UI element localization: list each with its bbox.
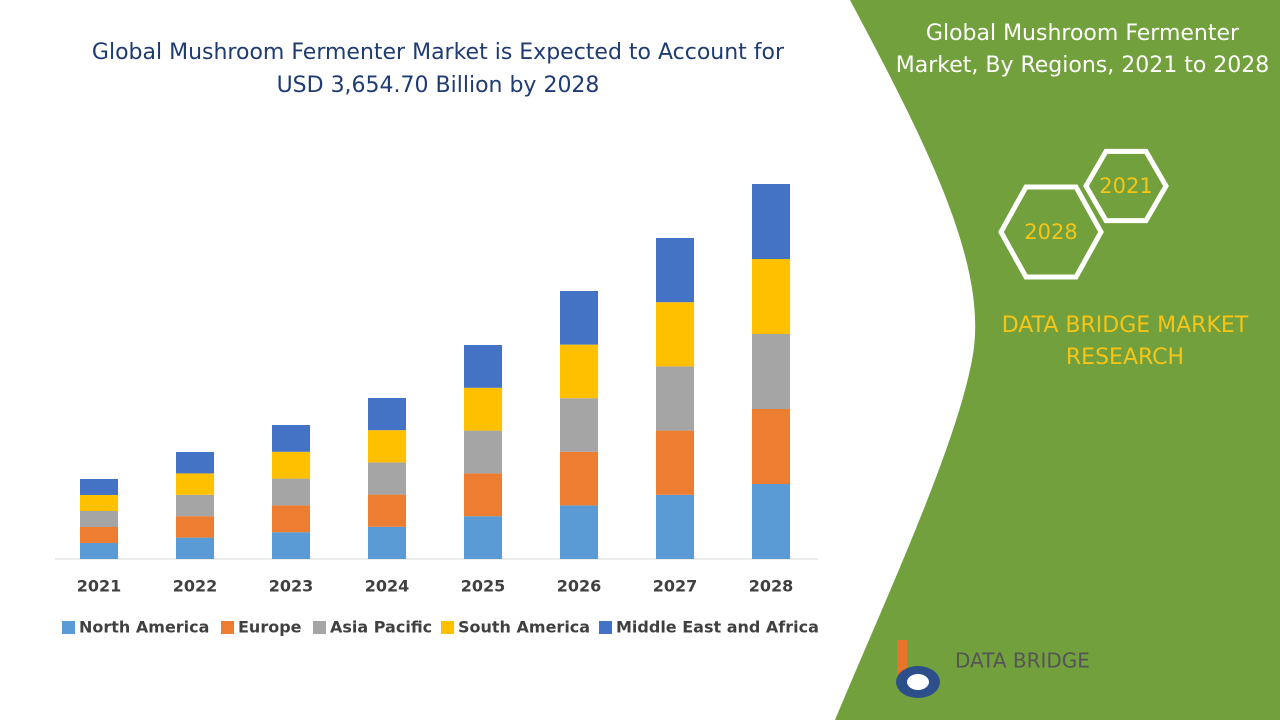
bar-segment bbox=[368, 526, 406, 559]
bar-segment bbox=[176, 516, 214, 538]
legend-label: South America bbox=[458, 618, 590, 637]
x-tick-label: 2022 bbox=[173, 577, 218, 596]
bar-segment bbox=[656, 430, 694, 495]
bar-segment bbox=[464, 473, 502, 517]
side-panel bbox=[835, 0, 1280, 720]
bar-segment bbox=[560, 505, 598, 559]
x-tick-label: 2023 bbox=[269, 577, 314, 596]
hexagon bbox=[1083, 148, 1169, 224]
legend-swatch bbox=[62, 621, 75, 634]
legend-label: Europe bbox=[238, 618, 302, 637]
bar-segment bbox=[656, 366, 694, 431]
bar-segment bbox=[368, 462, 406, 495]
x-tick-label: 2024 bbox=[365, 577, 410, 596]
x-tick-label: 2026 bbox=[557, 577, 602, 596]
bar-segment bbox=[752, 484, 790, 559]
bar-segment bbox=[272, 451, 310, 479]
logo-icon bbox=[896, 640, 940, 698]
bar-segment bbox=[368, 494, 406, 527]
bar-segment bbox=[176, 452, 214, 474]
panel-title: Global Mushroom Fermenter Market, By Reg… bbox=[895, 21, 1270, 78]
bar-segment bbox=[560, 344, 598, 399]
bar-segment bbox=[560, 451, 598, 506]
legend-swatch bbox=[313, 621, 326, 634]
bar-segment bbox=[80, 479, 118, 495]
bar-segment bbox=[176, 537, 214, 559]
legend-label: North America bbox=[79, 618, 209, 637]
chart-title: Global Mushroom Fermenter Market is Expe… bbox=[91, 40, 785, 98]
bar-segment bbox=[752, 334, 790, 409]
x-tick-label: 2028 bbox=[749, 577, 794, 596]
hex-label: 2028 bbox=[1024, 220, 1077, 244]
hex-label: 2021 bbox=[1099, 174, 1152, 198]
bar-segment bbox=[656, 494, 694, 559]
bar-segment bbox=[464, 345, 502, 388]
bar-segment bbox=[368, 398, 406, 431]
legend-label: Asia Pacific bbox=[330, 618, 432, 637]
bar-segment bbox=[176, 494, 214, 517]
bar-segment bbox=[752, 184, 790, 259]
bar-segment bbox=[560, 291, 598, 345]
bar-segment bbox=[368, 430, 406, 463]
legend-label: Middle East and Africa bbox=[616, 618, 819, 637]
bar-segment bbox=[656, 302, 694, 367]
bar-segment bbox=[464, 430, 502, 474]
bar-segment bbox=[80, 543, 118, 559]
bar-segment bbox=[464, 516, 502, 559]
legend-swatch bbox=[599, 621, 612, 634]
bar-segment bbox=[752, 259, 790, 334]
bar-segment bbox=[560, 398, 598, 452]
hexagon bbox=[998, 184, 1104, 280]
bar-segment bbox=[272, 425, 310, 452]
bar-segment bbox=[272, 532, 310, 559]
x-tick-label: 2021 bbox=[77, 577, 122, 596]
brand-text: DATA BRIDGE MARKET RESEARCH bbox=[1001, 313, 1249, 370]
bar-segment bbox=[464, 387, 502, 431]
logo-text: DATA BRIDGE bbox=[955, 649, 1090, 673]
bar-segment bbox=[80, 527, 118, 543]
bar-segment bbox=[752, 409, 790, 484]
bar-segment bbox=[80, 511, 118, 527]
bar-segment bbox=[656, 238, 694, 303]
bar-segment bbox=[80, 495, 118, 511]
bar-segment bbox=[176, 473, 214, 495]
legend-swatch bbox=[441, 621, 454, 634]
bar-segment bbox=[272, 505, 310, 533]
legend-swatch bbox=[221, 621, 234, 634]
x-tick-label: 2025 bbox=[461, 577, 506, 596]
x-tick-label: 2027 bbox=[653, 577, 698, 596]
bar-segment bbox=[272, 478, 310, 506]
